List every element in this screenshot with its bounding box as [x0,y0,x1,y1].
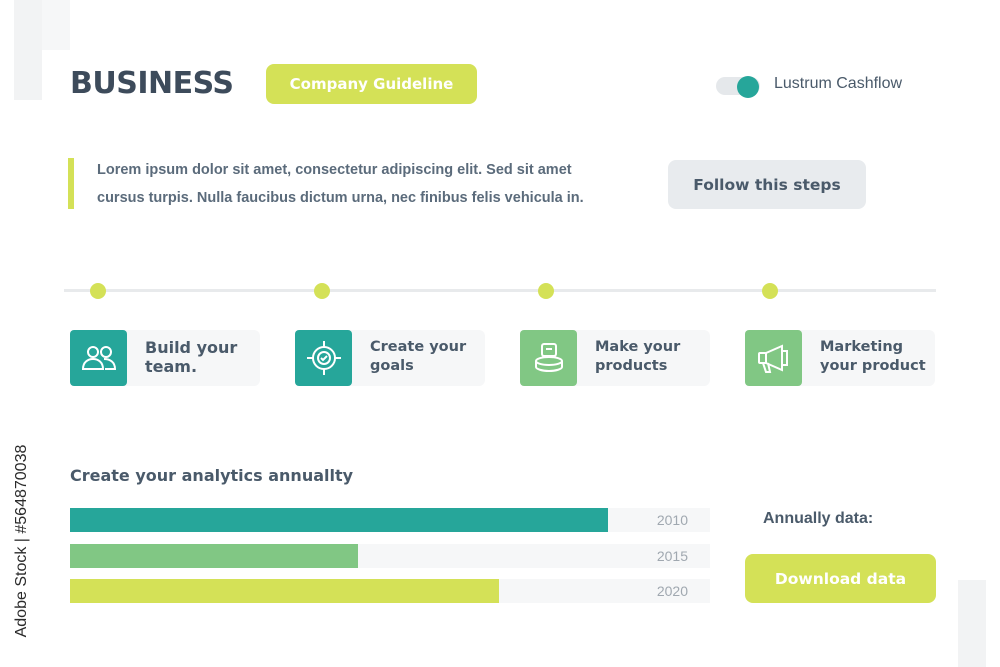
decorative-block [14,0,42,100]
step-label-line: Create your [370,339,467,355]
bar-2020 [70,579,499,603]
watermark: Adobe Stock | #564870038 [10,426,34,656]
bar-year-label: 2015 [656,548,688,564]
download-data-button[interactable]: Download data [745,554,936,603]
step-build-team[interactable]: Build your team. [70,330,260,386]
analytics-title: Create your analytics annuallty [70,466,354,485]
intro-line-1: Lorem ipsum dolor sit amet, consectetur … [97,162,572,178]
target-icon [295,330,352,386]
page-title: BUSINESS [70,66,234,101]
cashflow-toggle-knob[interactable] [737,76,759,98]
decorative-block [42,0,70,50]
intro-line-2: cursus turpis. Nulla faucibus dictum urn… [97,190,584,206]
decorative-block [958,580,986,667]
timeline-dot [762,283,778,299]
step-label-line: Build your [145,338,238,357]
timeline-dot [314,283,330,299]
product-icon [520,330,577,386]
step-label: Marketing your product [820,338,930,376]
step-label: Create your goals [370,338,480,376]
bar-2015 [70,544,358,568]
megaphone-icon [745,330,802,386]
step-label-line: goals [370,358,414,374]
bar-track: 2020 [70,579,710,603]
quote-accent-bar [68,158,74,209]
bar-track: 2015 [70,544,710,568]
annual-data-label: Annually data: [763,510,874,527]
step-label: Build your team. [145,338,255,376]
step-create-goals[interactable]: Create your goals [295,330,485,386]
bar-year-label: 2010 [656,512,688,528]
step-label-line: your product [820,358,926,374]
timeline-line [64,289,936,292]
step-label: Make your products [595,338,705,376]
timeline-dot [90,283,106,299]
step-label-line: team. [145,357,198,376]
step-marketing[interactable]: Marketing your product [745,330,935,386]
step-make-products[interactable]: Make your products [520,330,710,386]
step-label-line: Marketing [820,339,904,355]
team-icon [70,330,127,386]
company-guideline-button[interactable]: Company Guideline [266,64,477,104]
cashflow-toggle-label: Lustrum Cashflow [774,75,903,92]
follow-steps-button[interactable]: Follow this steps [668,160,866,209]
watermark-text: Adobe Stock | #564870038 [13,444,30,638]
intro-text: Lorem ipsum dolor sit amet, consectetur … [97,156,637,212]
bar-year-label: 2020 [656,583,688,599]
bar-track: 2010 [70,508,710,532]
step-label-line: Make your [595,339,681,355]
bar-2010 [70,508,608,532]
step-label-line: products [595,358,668,374]
timeline-dot [538,283,554,299]
